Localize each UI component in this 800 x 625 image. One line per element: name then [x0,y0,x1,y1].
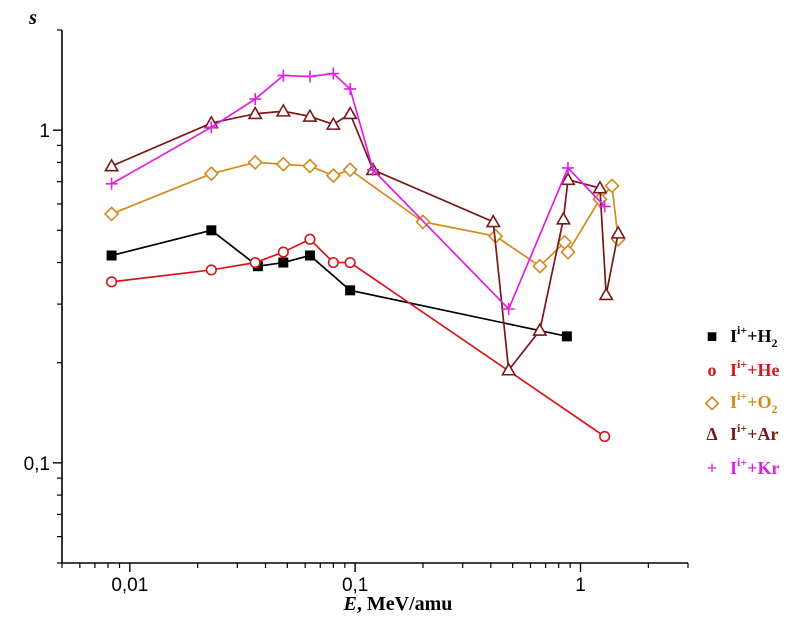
series-line [111,161,620,268]
data-point-square [304,250,315,261]
data-point-diamond [275,156,291,172]
legend-label-main: +He [747,360,779,380]
data-point-diamond [247,154,263,171]
data-point-diamond [342,162,358,178]
data-point-triangle [592,180,608,194]
data-point-diamond [103,206,120,222]
series-line [111,238,606,438]
data-point-triangle [532,322,548,336]
axes: 0,01 0,1 1 0,1 1 E, MeV/amu s [24,7,689,615]
legend-label-sup: i+ [737,455,747,469]
legend-label-sub: 2 [771,336,777,350]
series-5 [105,67,611,316]
data-point-plus [277,69,290,82]
series-layer [103,67,626,443]
data-point-plus [561,161,574,174]
data-point-triangle [598,286,614,301]
data-point-diamond [325,167,341,184]
legend-label-main: +O [747,392,771,412]
legend-label-sub: 2 [771,402,777,416]
legend-symbol: + [707,458,717,478]
x-tick-label: 0,1 [342,575,368,596]
data-point-diamond [604,178,620,194]
data-point-diamond [560,244,576,260]
legend-label: Ii++Ar [730,421,778,444]
legend-label-base: I [730,360,737,380]
legend-label: Ii++Kr [730,455,779,478]
data-point-triangle [104,158,120,172]
y-axis-title: s [28,7,37,29]
data-point-plus [327,67,340,80]
data-point-triangle [275,103,291,117]
data-point-square [278,257,289,268]
legend-symbol: Δ [706,424,717,444]
data-point-plus [598,200,611,213]
data-point-diamond [302,158,318,174]
data-point-square [561,331,572,342]
data-point-plus [105,177,118,190]
data-point-plus [502,303,515,316]
series-3 [103,154,626,274]
legend-label-base: I [730,326,737,346]
legend-label-main: +H [747,326,771,346]
data-point-square [106,250,117,261]
legend-label-main: +Ar [747,424,778,444]
data-point-plus [303,70,316,83]
data-point-triangle [302,108,318,122]
data-point-circle [344,256,356,269]
y-tick-label: 0,1 [24,454,50,475]
data-point-circle [105,276,118,288]
data-point-triangle [325,116,341,130]
x-tick-label: 0,01 [111,575,148,596]
data-point-plus [344,82,357,95]
series-line [111,229,568,338]
legend-label: Ii++O2 [730,389,777,416]
series-1 [106,225,572,342]
legend-label-sup: i+ [737,421,747,435]
data-point-diamond [532,258,548,274]
x-tick-label: 1 [575,575,586,596]
legend-label-sup: i+ [737,357,747,371]
data-point-triangle [560,171,576,186]
legend-label-main: +Kr [747,458,779,478]
y-tick-label: 1 [39,121,50,142]
data-point-circle [327,256,339,269]
data-point-diamond [203,166,219,182]
x-axis-title-variable: E [343,593,357,615]
legend-label: Ii++H2 [730,323,777,350]
data-point-plus [249,93,262,106]
x-axis-title-units: , MeV/amu [357,593,453,615]
data-point-circle [599,430,611,443]
data-point-triangle [485,214,501,228]
data-point-circle [205,264,217,276]
legend-label-sup: i+ [737,323,747,337]
series-4 [104,103,626,376]
data-point-triangle [501,362,517,376]
data-point-triangle [342,105,358,120]
data-point-plus [205,121,218,134]
data-point-triangle [610,225,626,239]
legend-label: Ii++He [730,357,779,380]
data-point-circle [304,233,316,245]
legend-label-base: I [730,424,737,444]
data-point-triangle [555,211,572,225]
data-point-square [206,225,217,236]
data-point-circle [249,256,261,269]
legend-label-sup: i+ [737,389,747,403]
data-point-square [345,285,356,296]
legend-label-base: I [730,458,737,478]
legend-symbol: ◇ [704,392,720,412]
legend-label-base: I [730,392,737,412]
data-point-circle [277,246,289,258]
legend-symbol: o [708,360,717,380]
data-point-triangle [247,105,263,120]
x-axis-title: E, MeV/amu [343,593,453,615]
data-point-plus [367,163,380,176]
series-2 [105,233,611,443]
legend: ■ Ii++H2o Ii++He◇ Ii++O2Δ Ii++Ar+ Ii++Kr [704,323,779,478]
legend-symbol: ■ [707,326,718,346]
